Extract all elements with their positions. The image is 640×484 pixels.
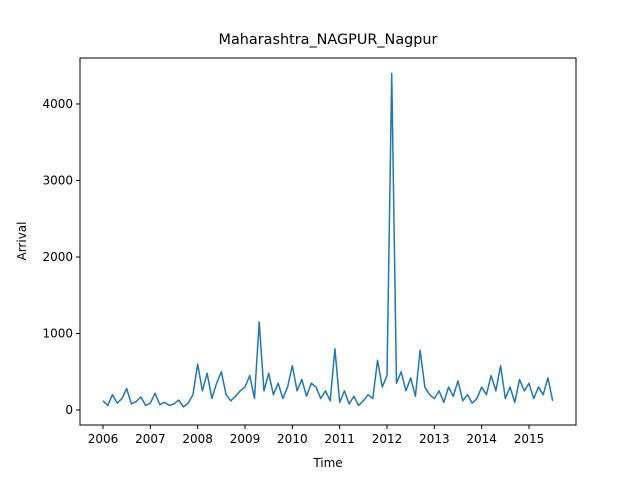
x-tick-label: 2007 [135,432,166,446]
x-tick-label: 2011 [324,432,355,446]
x-tick-label: 2009 [230,432,261,446]
y-tick-label: 1000 [42,326,73,340]
y-tick-label: 4000 [42,97,73,111]
chart-title: Maharashtra_NAGPUR_Nagpur [219,32,438,48]
y-tick-label: 0 [65,403,73,417]
y-tick-label: 3000 [42,173,73,187]
x-axis-label: Time [312,456,342,470]
x-tick-label: 2015 [514,432,545,446]
x-tick-label: 2008 [182,432,213,446]
x-tick-label: 2006 [88,432,119,446]
x-tick-label: 2014 [466,432,497,446]
x-tick-label: 2010 [277,432,308,446]
axes-frame [79,57,577,426]
y-axis-label: Arrival [15,222,29,261]
y-tick-label: 2000 [42,250,73,264]
series-line [102,72,554,408]
x-tick-label: 2013 [419,432,450,446]
x-tick-label: 2012 [372,432,403,446]
